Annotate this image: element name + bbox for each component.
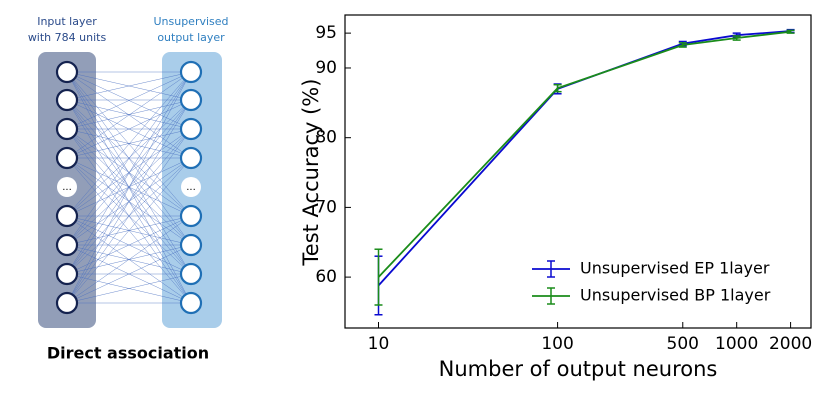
y-tick-label: 90	[315, 58, 337, 78]
neuron	[179, 291, 203, 315]
plot-frame	[344, 14, 812, 329]
neuron	[179, 60, 203, 84]
neuron	[179, 233, 203, 257]
error-bar	[732, 35, 741, 41]
ellipsis-node	[57, 177, 77, 197]
output-label: output layer	[157, 31, 225, 44]
neuron	[55, 146, 79, 170]
error-bar	[553, 83, 562, 93]
caption: Direct association	[47, 344, 209, 363]
neuron	[55, 291, 79, 315]
connection	[66, 244, 192, 304]
input-label: Input layer	[37, 15, 97, 28]
connection	[66, 99, 192, 130]
neuron	[55, 233, 79, 257]
neuron	[55, 262, 79, 286]
neuron	[55, 117, 79, 141]
connection	[66, 71, 192, 246]
connection	[66, 215, 192, 304]
x-axis-label: Number of output neurons	[439, 357, 718, 381]
neuron	[55, 60, 79, 84]
x-tick-label: 1000	[715, 334, 758, 354]
connection	[66, 71, 192, 217]
y-tick-label: 80	[315, 128, 337, 148]
series-line	[377, 30, 791, 278]
x-tick-label: 500	[667, 334, 699, 354]
ellipsis: ...	[186, 182, 196, 193]
connection	[66, 71, 192, 304]
output-label: Unsupervised	[153, 15, 228, 28]
connections	[66, 71, 192, 304]
neuron	[179, 262, 203, 286]
x-tick-label: 100	[541, 334, 573, 354]
ellipsis: ...	[62, 182, 72, 193]
error-bar	[786, 29, 795, 34]
ellipsis-node	[181, 177, 201, 197]
y-axis-label: Test Accuracy (%)	[299, 79, 323, 267]
input-label: with 784 units	[28, 31, 107, 44]
connection	[66, 128, 192, 304]
neuron	[179, 88, 203, 112]
connection	[66, 71, 192, 275]
y-tick-label: 95	[315, 23, 337, 43]
series-line	[377, 30, 791, 287]
connection	[66, 99, 192, 304]
connection	[66, 99, 192, 246]
connection	[66, 157, 192, 304]
x-tick-label: 10	[368, 334, 390, 354]
neuron	[179, 146, 203, 170]
connection	[66, 99, 192, 159]
neuron	[55, 204, 79, 228]
neuron	[179, 204, 203, 228]
neuron	[179, 117, 203, 141]
y-tick-label: 70	[315, 197, 337, 217]
y-tick-label: 60	[315, 267, 337, 287]
legend-label: Unsupervised EP 1layer	[580, 259, 770, 278]
neuron	[55, 88, 79, 112]
connection	[66, 273, 192, 304]
legend-label: Unsupervised BP 1layer	[580, 286, 771, 305]
error-bar	[678, 42, 687, 48]
nodes: ......	[55, 60, 203, 315]
x-tick-label: 2000	[769, 334, 812, 354]
connection	[66, 99, 192, 217]
connection	[66, 71, 192, 159]
error-bar	[374, 248, 383, 306]
connection	[66, 71, 192, 130]
connection	[66, 71, 192, 101]
